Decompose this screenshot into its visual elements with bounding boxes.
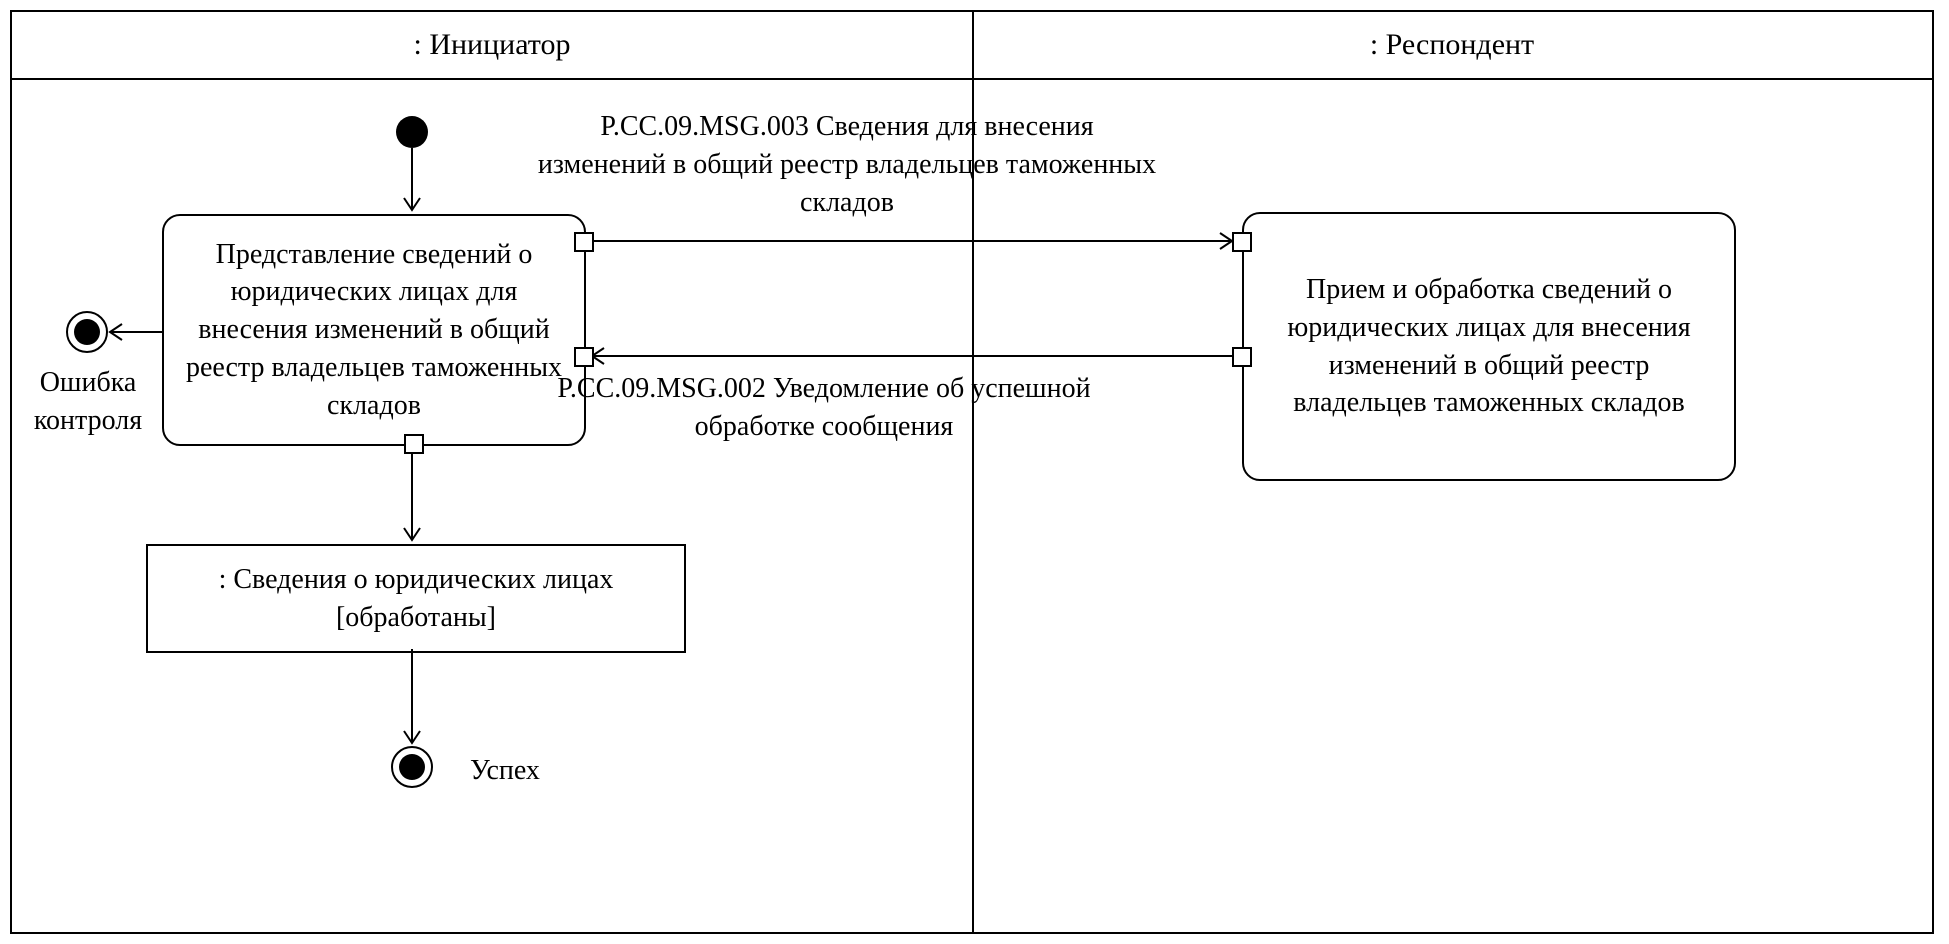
lane-title-initiator: : Инициатор [12, 12, 972, 78]
pin-out-to-object [404, 434, 424, 454]
arrowhead-icon [1220, 233, 1232, 249]
object-info-text-top: : Сведения о юридических лицах [219, 561, 614, 599]
label-success: Успех [470, 752, 590, 790]
arrowhead-icon [110, 324, 122, 340]
arrowhead-icon [404, 528, 420, 540]
activity-process-info: Прием и обработка сведений о юридических… [1242, 212, 1736, 481]
pin-out-msg003 [574, 232, 594, 252]
final-success-outer-icon [392, 747, 432, 787]
final-error-outer-icon [67, 312, 107, 352]
object-info-text-bottom: [обработаны] [336, 599, 496, 637]
pin-out-msg002 [1232, 347, 1252, 367]
label-error: Ошибка контроля [28, 364, 148, 440]
activity-process-info-text: Прием и обработка сведений о юридических… [1262, 271, 1716, 422]
activity-diagram: : Инициатор : Респондент Представление с… [10, 10, 1934, 934]
pin-in-msg003 [1232, 232, 1252, 252]
object-legal-entities-info: : Сведения о юридических лицах [обработа… [146, 544, 686, 653]
label-msg-003: P.CC.09.MSG.003 Сведения для внесения из… [537, 108, 1157, 221]
initial-node-icon [396, 116, 428, 148]
arrowhead-icon [404, 731, 420, 743]
activity-submit-info: Представление сведений о юридических лиц… [162, 214, 586, 446]
final-error-inner-icon [74, 319, 100, 345]
lane-title-respondent: : Респондент [972, 12, 1932, 78]
final-success-inner-icon [399, 754, 425, 780]
activity-submit-info-text: Представление сведений о юридических лиц… [182, 236, 566, 425]
label-msg-002: P.CC.09.MSG.002 Уведомление об успешной … [554, 370, 1094, 446]
pin-in-msg002 [574, 347, 594, 367]
arrowhead-icon [404, 198, 420, 210]
